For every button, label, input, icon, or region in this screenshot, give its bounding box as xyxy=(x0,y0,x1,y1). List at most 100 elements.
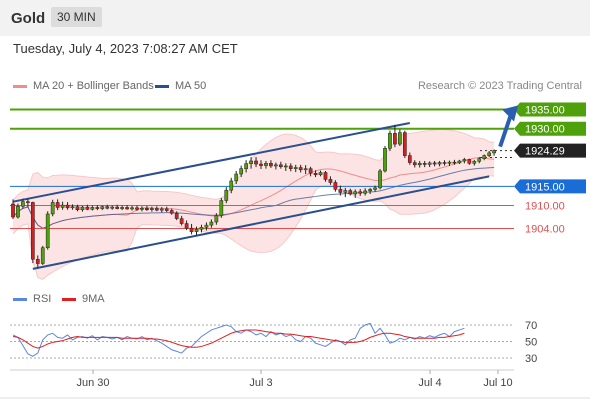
candle-body xyxy=(145,207,149,210)
candle-body xyxy=(432,162,437,165)
candle-body xyxy=(278,164,283,167)
level-tag-2 xyxy=(514,143,586,158)
candle-body xyxy=(427,162,432,165)
candle-body xyxy=(189,227,194,232)
rsi-tick-label: 50 xyxy=(525,337,537,349)
candle-body xyxy=(125,207,129,210)
candle-body xyxy=(283,165,288,168)
candle-body xyxy=(11,203,15,218)
ma50-swatch xyxy=(155,84,169,88)
candle-body xyxy=(343,190,348,193)
candle-body xyxy=(422,163,427,165)
candle-body xyxy=(30,202,35,260)
ma9-swatch xyxy=(62,297,76,301)
candle-body xyxy=(363,190,368,194)
candle-body xyxy=(269,163,273,167)
candle-body xyxy=(298,167,303,171)
candle-body xyxy=(179,218,184,224)
candle-body xyxy=(274,164,278,167)
candle-body xyxy=(373,187,377,190)
legend-ma50-label: MA 50 xyxy=(175,80,207,92)
candle-body xyxy=(318,172,323,176)
level-label-3: 1915.00 xyxy=(525,181,565,193)
timeframe-badge[interactable]: 30 MIN xyxy=(51,7,102,27)
candle-body xyxy=(333,182,338,190)
legend-ma9-label: 9MA xyxy=(82,293,105,305)
channel-upper-line xyxy=(12,121,410,203)
rsi-line xyxy=(12,322,465,357)
candle-body xyxy=(75,206,80,210)
candle-body xyxy=(244,163,248,169)
candle-body xyxy=(393,133,397,145)
chart-datetime: Tuesday, July 4, 2023 7:08:27 AM CET xyxy=(13,41,238,56)
candle-body xyxy=(100,206,105,209)
candle-body xyxy=(452,161,457,164)
candle-body xyxy=(293,167,298,169)
candle-body xyxy=(26,201,30,203)
candle-body xyxy=(21,201,25,207)
candle-body xyxy=(398,132,402,145)
candle-body xyxy=(50,202,55,215)
candle-body xyxy=(199,227,204,230)
level-tag-0 xyxy=(514,102,586,117)
candle-body xyxy=(482,155,487,159)
level-label-5: 1904.00 xyxy=(525,224,565,236)
bollinger-lower xyxy=(12,175,495,280)
candle-body xyxy=(447,161,452,164)
candle-body xyxy=(442,162,447,164)
candle-body xyxy=(303,168,308,171)
candle-body xyxy=(467,159,472,164)
candle-body xyxy=(105,206,110,209)
candle-body xyxy=(437,162,442,165)
ma50-line xyxy=(12,166,495,229)
candle-body xyxy=(492,150,496,154)
candle-body xyxy=(95,207,100,209)
candle-body xyxy=(60,204,65,208)
candle-body xyxy=(417,163,422,166)
candle-body xyxy=(209,221,214,226)
candle-body xyxy=(383,148,387,172)
level-label-1: 1930.00 xyxy=(525,124,565,136)
rsi-swatch xyxy=(13,297,27,301)
candle-body xyxy=(130,207,134,210)
legend-bollinger: MA 20 + Bollinger Bands xyxy=(13,80,154,92)
candle-body xyxy=(120,207,124,209)
x-tick-label: Jul 4 xyxy=(418,377,441,389)
candle-body xyxy=(348,190,353,195)
legend-bollinger-label: MA 20 + Bollinger Bands xyxy=(33,80,154,92)
legend-ma9: 9MA xyxy=(62,293,105,305)
candle-body xyxy=(194,229,199,232)
candle-body xyxy=(487,152,492,156)
legend-ma50: MA 50 xyxy=(155,80,206,92)
candle-body xyxy=(378,170,382,189)
candle-body xyxy=(368,189,372,192)
level-label-4: 1910.00 xyxy=(525,201,565,213)
candle-body xyxy=(135,207,139,210)
candle-body xyxy=(115,206,120,209)
candle-body xyxy=(412,162,417,166)
research-credit: Research © 2023 Trading Central xyxy=(417,80,582,92)
candle-body xyxy=(224,189,229,201)
candle-body xyxy=(55,202,60,208)
candle-body xyxy=(229,180,234,191)
candle-body xyxy=(110,206,115,209)
candle-body xyxy=(65,204,70,209)
candle-body xyxy=(154,208,159,211)
candle-body xyxy=(323,172,328,180)
candle-body xyxy=(90,207,95,210)
candle-body xyxy=(259,163,263,166)
candle-body xyxy=(35,259,40,264)
candle-body xyxy=(328,179,333,183)
candle-body xyxy=(472,161,477,164)
x-tick-label: Jul 3 xyxy=(249,377,272,389)
candle-body xyxy=(164,208,169,211)
candle-body xyxy=(16,206,20,218)
legend-rsi: RSI xyxy=(13,293,51,305)
candle-body xyxy=(308,168,313,174)
candle-body xyxy=(45,213,50,249)
candle-body xyxy=(40,247,45,264)
x-tick-label: Jun 30 xyxy=(76,377,109,389)
ma9-line xyxy=(12,329,465,349)
x-tick-label: Jul 10 xyxy=(483,377,512,389)
